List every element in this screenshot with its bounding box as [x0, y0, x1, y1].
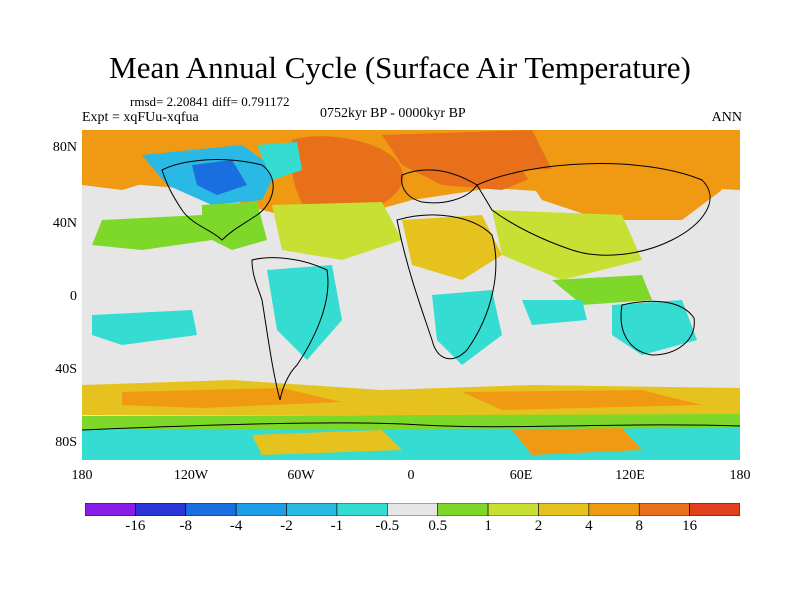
legend-color-box: [235, 503, 287, 516]
legend-color-box: [387, 503, 438, 516]
legend-label: -4: [229, 518, 243, 534]
hudson-cooling: [192, 160, 247, 195]
legend-color-box: [286, 503, 338, 516]
east-asia-warm: [522, 165, 722, 220]
coastline-africa: [396, 214, 497, 360]
season-label: ANN: [711, 110, 742, 125]
legend-color-box: [336, 503, 388, 516]
legend-label: 8: [635, 518, 643, 534]
lon-label: 0: [407, 468, 415, 483]
coastline-asia: [476, 163, 711, 256]
legend-label: -1: [330, 518, 344, 534]
legend-color-box: [588, 503, 640, 516]
central-america-green: [202, 202, 267, 250]
siberia-warm: [382, 130, 552, 190]
legend-color-box: [437, 503, 489, 516]
southern-ocean-orange-2: [462, 390, 702, 410]
color-legend-bar: [85, 503, 740, 516]
coastline-europe: [401, 169, 478, 204]
legend-label: 16: [682, 518, 698, 534]
indian-ocean-green: [552, 275, 652, 305]
lon-label: 60E: [509, 468, 533, 483]
lat-label: 80N: [52, 140, 77, 155]
lon-label: 120W: [173, 468, 209, 483]
legend-color-box: [689, 503, 740, 516]
legend-color-box: [85, 503, 136, 516]
australia-cyan: [612, 300, 697, 355]
asia-green: [492, 210, 642, 280]
lat-label: 40N: [52, 216, 77, 231]
antarctica-warm: [512, 428, 642, 455]
coastline-north-america: [161, 159, 274, 241]
legend-label: -0.5: [375, 518, 400, 534]
period-label: 0752kyr BP - 0000kyr BP: [320, 106, 466, 121]
legend-color-box: [638, 503, 690, 516]
temperature-anomaly-map: [82, 130, 740, 460]
lat-label: 40S: [55, 362, 77, 377]
legend-color-box: [135, 503, 187, 516]
lon-label: 180: [71, 468, 93, 483]
coastline-south-america: [251, 257, 329, 401]
color-legend-boxes: [85, 503, 740, 516]
legend-label: 4: [585, 518, 593, 534]
legend-color-box: [487, 503, 539, 516]
antarctica-yellow: [252, 430, 402, 455]
legend-label: 2: [534, 518, 543, 534]
africa-yellow: [402, 215, 502, 280]
legend-label: -16: [125, 518, 146, 534]
lon-label: 120E: [615, 468, 645, 483]
legend-label: 0.5: [428, 518, 448, 534]
africa-cyan: [432, 290, 502, 365]
lon-label: 60W: [287, 468, 315, 483]
antarctica-green: [82, 414, 740, 430]
legend-color-box: [538, 503, 590, 516]
coastline-australia: [620, 300, 695, 356]
antarctica-cyan: [82, 425, 740, 460]
lat-label: 0: [70, 289, 77, 304]
lat-label: 80S: [55, 435, 77, 450]
pacific-cyan: [92, 310, 197, 345]
atlantic-green: [272, 202, 402, 260]
coastline-antarctica: [82, 422, 740, 431]
chart-title: Mean Annual Cycle (Surface Air Temperatu…: [109, 50, 691, 85]
stats-line: rmsd= 2.20841 diff= 0.791172: [130, 94, 290, 109]
indian-cyan: [522, 300, 587, 325]
experiment-label: Expt = xqFUu-xqfua: [82, 110, 199, 125]
lon-label: 180: [729, 468, 751, 483]
legend-label: -8: [179, 518, 193, 534]
legend-color-box: [185, 503, 237, 516]
southern-ocean-orange: [122, 388, 342, 408]
pacific-green: [92, 215, 212, 250]
legend-label: -2: [280, 518, 293, 534]
coastlines: [82, 159, 740, 431]
legend-label: 1: [484, 518, 492, 534]
south-america-cyan: [267, 265, 342, 360]
